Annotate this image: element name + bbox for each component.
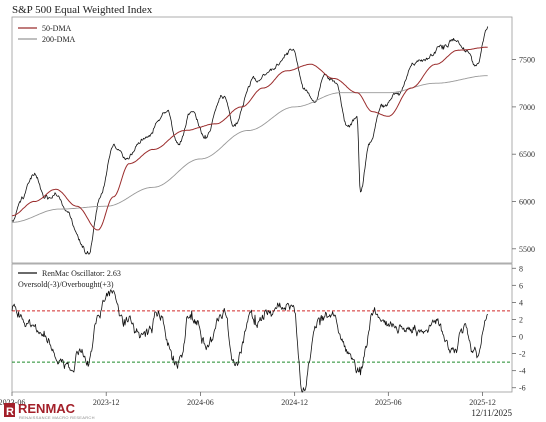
x-tick-label: 2023-12 [93,398,120,407]
oscillator-panel-frame [11,263,513,393]
price-plot-area [11,26,489,255]
legend-label-oscillator: RenMac Oscillator: 2.63 [42,269,121,278]
oscillator-plot-area [11,289,489,393]
osc-y-tick-label: -4 [519,367,526,376]
legend-label-thresholds: Oversold(-3)/Overbought(+3) [18,280,114,289]
logo-mark [4,403,15,417]
price-y-tick-label: 7000 [519,103,535,112]
x-tick-label: 2024-12 [281,398,308,407]
oscillator-legend: RenMac Oscillator: 2.63 Oversold(-3)/Ove… [18,269,121,289]
osc-y-tick-label: 4 [519,298,523,307]
x-tick-label: 2023-06 [0,398,25,407]
x-tick-label: 2025-12 [469,398,496,407]
price-y-tick-label: 5500 [519,245,535,254]
price-y-tick-label: 7500 [519,56,535,65]
x-axis: 2023-06 2023-12 2024-06 2024-12 2025-06 2025-… [0,392,496,407]
oscillator-y-axis: -6 -4 -2 0 2 4 6 8 [512,264,526,393]
osc-y-tick-label: 2 [519,315,523,324]
price-legend: 50-DMA 200-DMA [18,24,76,44]
legend-label-50dma: 50-DMA [42,24,72,33]
price-y-tick-label: 6500 [519,150,535,159]
logo-brand-text: RENMAC [18,401,76,416]
ma50-line [11,46,488,231]
osc-y-tick-label: 8 [519,264,523,273]
price-y-tick-label: 6000 [519,198,535,207]
price-line [11,26,489,255]
chart-date: 12/11/2025 [471,408,512,418]
logo-mark-letter: R [6,406,14,418]
legend-label-200dma: 200-DMA [42,35,76,44]
price-panel-frame [11,16,513,264]
logo-tagline: RENAISSANCE MACRO RESEARCH [19,415,95,420]
chart-title: S&P 500 Equal Weighted Index [12,4,153,16]
osc-y-tick-label: 0 [519,333,523,342]
osc-y-tick-label: -6 [519,384,526,393]
ma200-line [12,75,488,223]
osc-y-tick-label: 6 [519,281,523,290]
renmac-logo: R RENMAC RENAISSANCE MACRO RESEARCH [4,401,95,420]
x-tick-label: 2025-06 [375,398,402,407]
oscillator-line [11,289,489,393]
oscillator-threshold-lines [12,310,512,363]
x-tick-label: 2024-06 [187,398,214,407]
osc-y-tick-label: -2 [519,350,526,359]
price-y-axis: 5500 6000 6500 7000 7500 [512,56,535,254]
